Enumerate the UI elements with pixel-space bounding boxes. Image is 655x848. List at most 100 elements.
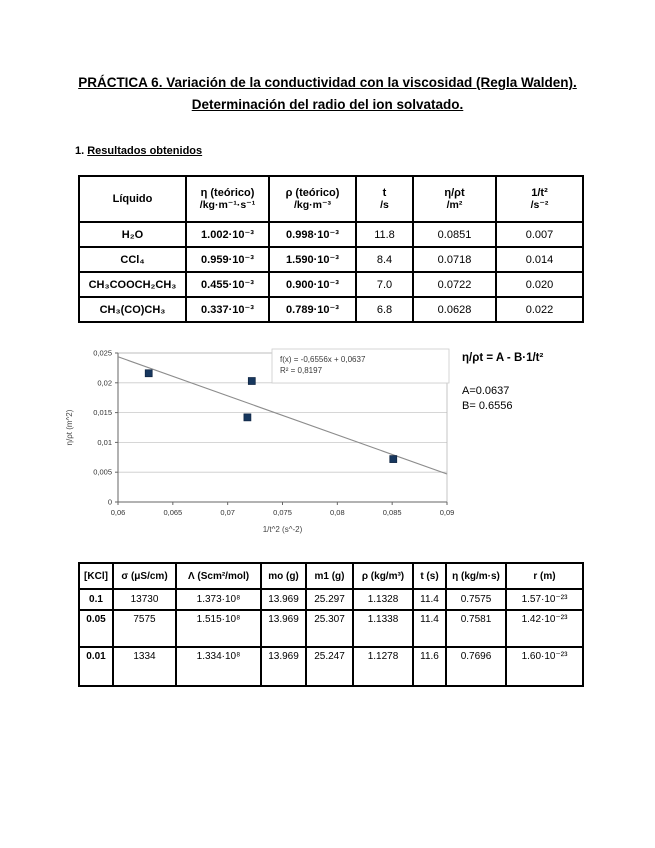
table-cell: 1334 xyxy=(112,646,177,687)
table-row: 0.01 1334 1.334·10⁸ 13.969 25.247 1.1278… xyxy=(78,646,584,687)
table-cell: 0.0718 xyxy=(412,246,497,273)
svg-text:0,01: 0,01 xyxy=(97,438,112,447)
svg-text:0,075: 0,075 xyxy=(273,508,292,517)
col-header: r (m) xyxy=(505,562,584,590)
fit-coefficient-b: B= 0.6556 xyxy=(462,400,513,412)
table-row: 0.1 13730 1.373·10⁸ 13.969 25.297 1.1328… xyxy=(78,588,584,611)
svg-text:0,085: 0,085 xyxy=(383,508,402,517)
page-title: PRÁCTICA 6. Variación de la conductivida… xyxy=(78,75,577,112)
svg-text:0,015: 0,015 xyxy=(93,408,112,417)
table-cell: 0.0851 xyxy=(412,221,497,248)
table-cell: 25.307 xyxy=(305,609,354,648)
col-header: Líquido xyxy=(78,175,187,223)
table-cell: H₂O xyxy=(78,221,187,248)
table-cell: CH₃(CO)CH₃ xyxy=(78,296,187,323)
table-cell: 0.007 xyxy=(495,221,584,248)
table-cell: 0.959·10⁻³ xyxy=(185,246,270,273)
table-cell: 11.6 xyxy=(412,646,447,687)
fit-coefficient-a: A=0.0637 xyxy=(462,385,510,397)
table-cell: CH₃COOCH₂CH₃ xyxy=(78,271,187,298)
table-cell: 0.05 xyxy=(78,609,114,648)
table-cell: 1.373·10⁸ xyxy=(175,588,262,611)
table-cell: 13.969 xyxy=(260,588,307,611)
table-cell: 1.590·10⁻³ xyxy=(268,246,357,273)
svg-text:0,02: 0,02 xyxy=(97,378,112,387)
results-table: Líquido η (teórico)/kg·m⁻¹·s⁻¹ ρ (teóric… xyxy=(78,175,584,323)
table-cell: 1.42·10⁻²³ xyxy=(505,609,584,648)
col-header: mo (g) xyxy=(260,562,307,590)
table-cell: 1.57·10⁻²³ xyxy=(505,588,584,611)
table-cell: 7575 xyxy=(112,609,177,648)
fit-note: η/ρt = A - B·1/t² A=0.0637 B= 0.6556 xyxy=(462,352,543,414)
table-cell: 0.7696 xyxy=(445,646,507,687)
table-cell: 0.337·10⁻³ xyxy=(185,296,270,323)
table-cell: 0.7575 xyxy=(445,588,507,611)
table-cell: 0.0628 xyxy=(412,296,497,323)
table-cell: 0.455·10⁻³ xyxy=(185,271,270,298)
section-heading: 1. Resultados obtenidos xyxy=(75,145,202,157)
svg-text:1/t^2 (s^-2): 1/t^2 (s^-2) xyxy=(263,525,303,534)
table-cell: 13730 xyxy=(112,588,177,611)
svg-text:0,005: 0,005 xyxy=(93,468,112,477)
table-cell: 1.334·10⁸ xyxy=(175,646,262,687)
chart-canvas: 0,06 0,065 0,07 0,075 0,08 0,085 0,09 0 0,005 0,0… xyxy=(65,349,455,535)
col-header: η (kg/m·s) xyxy=(445,562,507,590)
col-header: η/ρt/m² xyxy=(412,175,497,223)
table-cell: 0.1 xyxy=(78,588,114,611)
table-cell: 0.022 xyxy=(495,296,584,323)
col-header: 1/t²/s⁻² xyxy=(495,175,584,223)
table-cell: 11.8 xyxy=(355,221,414,248)
svg-text:0,06: 0,06 xyxy=(111,508,126,517)
kcl-table: [KCl] σ (μS/cm) Λ (Scm²/mol) mo (g) m1 (… xyxy=(78,562,584,687)
table-cell: 1.1328 xyxy=(352,588,414,611)
col-header: σ (μS/cm) xyxy=(112,562,177,590)
svg-text:0,065: 0,065 xyxy=(163,508,182,517)
table-cell: 25.247 xyxy=(305,646,354,687)
table-cell: 0.01 xyxy=(78,646,114,687)
svg-text:0,025: 0,025 xyxy=(93,349,112,358)
col-header: Λ (Scm²/mol) xyxy=(175,562,262,590)
svg-text:f(x) = -0,6556x + 0,0637: f(x) = -0,6556x + 0,0637 xyxy=(280,355,366,364)
table-cell: 8.4 xyxy=(355,246,414,273)
table-cell: 25.297 xyxy=(305,588,354,611)
table-cell: 1.002·10⁻³ xyxy=(185,221,270,248)
table-row: 0.05 7575 1.515·10⁸ 13.969 25.307 1.1338… xyxy=(78,609,584,648)
svg-text:0,09: 0,09 xyxy=(440,508,455,517)
table-cell: 0.998·10⁻³ xyxy=(268,221,357,248)
col-header: η (teórico)/kg·m⁻¹·s⁻¹ xyxy=(185,175,270,223)
table-cell: 1.60·10⁻²³ xyxy=(505,646,584,687)
table-row: CH₃COOCH₂CH₃ 0.455·10⁻³ 0.900·10⁻³ 7.0 0… xyxy=(78,271,584,298)
table-cell: CCl₄ xyxy=(78,246,187,273)
svg-text:0: 0 xyxy=(108,498,112,507)
table-row: CCl₄ 0.959·10⁻³ 1.590·10⁻³ 8.4 0.0718 0.… xyxy=(78,246,584,273)
table-row: CH₃(CO)CH₃ 0.337·10⁻³ 0.789·10⁻³ 6.8 0.0… xyxy=(78,296,584,323)
col-header: ρ (teórico)/kg·m⁻³ xyxy=(268,175,357,223)
table-cell: 1.1278 xyxy=(352,646,414,687)
svg-text:η/ρt (m^2): η/ρt (m^2) xyxy=(65,409,74,445)
svg-text:0,07: 0,07 xyxy=(220,508,235,517)
walden-scatter-chart: 0,06 0,065 0,07 0,075 0,08 0,085 0,09 0 0,005 0,0… xyxy=(60,342,460,542)
col-header: m1 (g) xyxy=(305,562,354,590)
table-header-row: Líquido η (teórico)/kg·m⁻¹·s⁻¹ ρ (teóric… xyxy=(78,175,584,223)
section-number: 1. xyxy=(75,145,88,157)
col-header: t (s) xyxy=(412,562,447,590)
table-cell: 7.0 xyxy=(355,271,414,298)
table-cell: 11.4 xyxy=(412,588,447,611)
svg-text:R² = 0,8197: R² = 0,8197 xyxy=(280,366,323,375)
col-header: t/s xyxy=(355,175,414,223)
table-cell: 0.0722 xyxy=(412,271,497,298)
table-cell: 0.7581 xyxy=(445,609,507,648)
table-cell: 13.969 xyxy=(260,609,307,648)
table-cell: 1.1338 xyxy=(352,609,414,648)
table-header-row: [KCl] σ (μS/cm) Λ (Scm²/mol) mo (g) m1 (… xyxy=(78,562,584,590)
col-header: [KCl] xyxy=(78,562,114,590)
table-cell: 0.014 xyxy=(495,246,584,273)
table-cell: 0.789·10⁻³ xyxy=(268,296,357,323)
table-cell: 0.900·10⁻³ xyxy=(268,271,357,298)
table-cell: 1.515·10⁸ xyxy=(175,609,262,648)
table-cell: 11.4 xyxy=(412,609,447,648)
section-title: Resultados obtenidos xyxy=(87,145,203,157)
table-cell: 6.8 xyxy=(355,296,414,323)
table-cell: 13.969 xyxy=(260,646,307,687)
